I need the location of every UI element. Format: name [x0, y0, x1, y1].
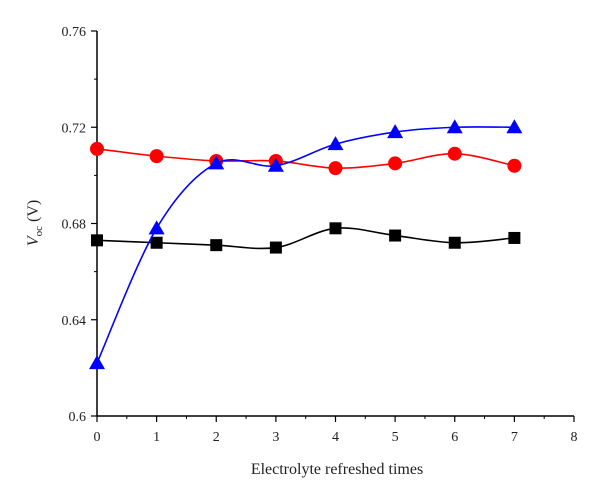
data-point-circle	[388, 156, 403, 171]
y-tick-label: 0.68	[62, 218, 87, 233]
series-triangle	[89, 119, 523, 370]
y-axis-title: Voc (V)	[25, 200, 45, 246]
data-point-triangle	[148, 220, 165, 235]
data-point-triangle	[89, 355, 105, 370]
y-axis-title-sub: oc	[33, 226, 45, 237]
axes: 0 1 2 3 4 5 6 7 8 0.6 0.64 0.68 0.72 0.76	[62, 25, 578, 445]
data-point-square	[150, 236, 163, 249]
y-tick-label: 0.76	[62, 25, 87, 40]
y-axis-title-unit: (V)	[25, 200, 42, 226]
data-point-square	[269, 241, 282, 254]
y-tick-label: 0.64	[62, 314, 87, 329]
x-tick-label: 0	[94, 430, 101, 445]
x-tick-label: 2	[213, 430, 220, 445]
data-point-square	[508, 231, 521, 244]
data-point-square	[329, 222, 342, 235]
data-point-triangle	[387, 124, 404, 139]
x-tick-label: 1	[153, 430, 160, 445]
data-point-circle	[507, 158, 522, 173]
data-point-square	[91, 234, 103, 247]
x-axis-title: Electrolyte refreshed times	[251, 461, 423, 478]
data-point-triangle	[327, 136, 344, 151]
series-square	[91, 222, 521, 254]
data-point-circle	[90, 141, 104, 156]
y-tick-label: 0.72	[62, 121, 87, 136]
x-tick-label: 8	[571, 430, 578, 445]
y-tick-label: 0.6	[69, 410, 87, 425]
data-point-triangle	[506, 119, 523, 134]
data-point-square	[448, 236, 461, 249]
series-line-square	[96, 227, 515, 250]
x-tick-label: 7	[511, 430, 518, 445]
x-tick-label: 5	[392, 430, 399, 445]
data-point-triangle	[446, 119, 463, 134]
data-point-circle	[328, 161, 343, 176]
x-tick-label: 4	[332, 430, 339, 445]
data-point-circle	[447, 146, 462, 161]
data-point-square	[389, 229, 402, 242]
data-point-triangle	[208, 155, 225, 170]
data-point-circle	[149, 149, 164, 164]
data-point-triangle	[267, 157, 284, 172]
x-tick-label: 3	[272, 430, 279, 445]
series-layer	[89, 119, 523, 370]
y-axis-title-var: V	[25, 234, 42, 246]
x-tick-label: 6	[451, 430, 458, 445]
data-point-square	[210, 239, 223, 252]
series-circle	[90, 141, 522, 176]
